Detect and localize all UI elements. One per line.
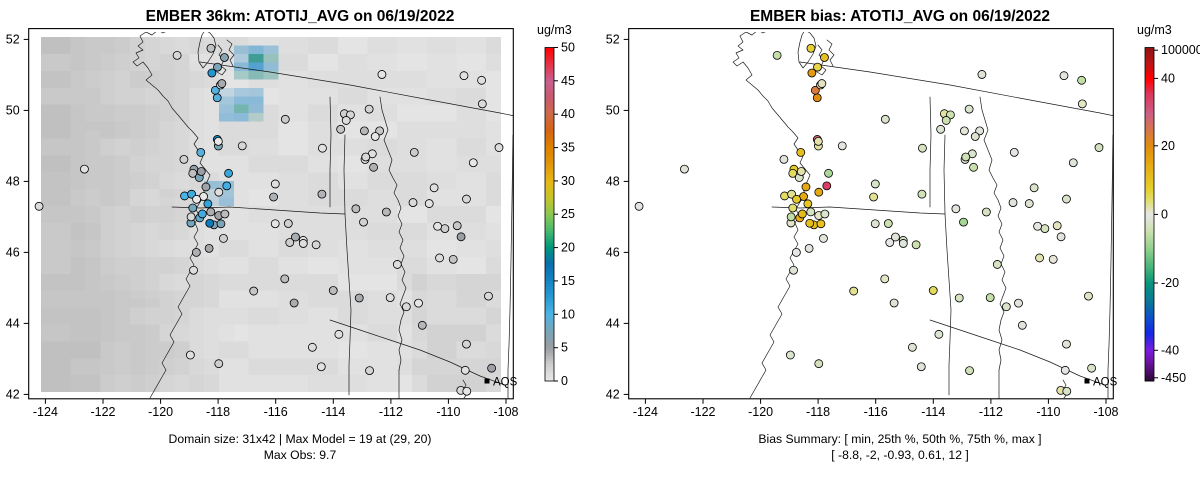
svg-text:ug/m3: ug/m3 — [537, 23, 572, 37]
svg-text:-110: -110 — [436, 405, 460, 419]
svg-text:50: 50 — [6, 103, 20, 117]
svg-text:-118: -118 — [806, 405, 830, 419]
svg-text:0: 0 — [561, 374, 568, 388]
svg-text:10: 10 — [561, 307, 575, 321]
svg-text:50: 50 — [561, 41, 575, 55]
svg-text:-122: -122 — [90, 405, 115, 419]
svg-text:52: 52 — [6, 32, 20, 46]
svg-text:46: 46 — [6, 245, 20, 259]
svg-text:48: 48 — [6, 174, 20, 188]
svg-text:30: 30 — [561, 174, 575, 188]
svg-text:-40: -40 — [1161, 343, 1179, 357]
svg-text:-112: -112 — [379, 405, 403, 419]
svg-text:ug/m3: ug/m3 — [1137, 23, 1172, 37]
svg-text:20: 20 — [561, 241, 575, 255]
svg-text:-20: -20 — [1161, 276, 1179, 290]
svg-text:-124: -124 — [633, 405, 658, 419]
svg-text:48: 48 — [606, 174, 620, 188]
svg-text:-118: -118 — [206, 405, 230, 419]
svg-text:AQS: AQS — [1093, 377, 1118, 389]
svg-text:20: 20 — [1161, 139, 1175, 153]
svg-text:100000: 100000 — [1161, 43, 1200, 57]
svg-text:-112: -112 — [979, 405, 1003, 419]
svg-text:0: 0 — [1161, 207, 1168, 221]
svg-text:-120: -120 — [748, 405, 773, 419]
svg-text:-122: -122 — [690, 405, 715, 419]
svg-text:44: 44 — [606, 316, 620, 330]
svg-text:-116: -116 — [264, 405, 288, 419]
svg-text:52: 52 — [606, 32, 620, 46]
svg-text:42: 42 — [6, 387, 20, 401]
svg-text:-450: -450 — [1161, 371, 1186, 385]
svg-text:25: 25 — [561, 207, 575, 221]
svg-text:-120: -120 — [148, 405, 173, 419]
svg-text:44: 44 — [6, 316, 20, 330]
svg-text:45: 45 — [561, 74, 575, 88]
svg-text:-114: -114 — [921, 405, 945, 419]
svg-text:-110: -110 — [1036, 405, 1060, 419]
svg-text:AQS: AQS — [493, 377, 518, 389]
svg-text:40: 40 — [1161, 71, 1175, 85]
svg-text:-114: -114 — [321, 405, 345, 419]
svg-text:-116: -116 — [864, 405, 888, 419]
svg-text:5: 5 — [561, 341, 568, 355]
svg-text:-108: -108 — [493, 405, 518, 419]
svg-text:42: 42 — [606, 387, 620, 401]
svg-text:-124: -124 — [33, 405, 58, 419]
svg-text:35: 35 — [561, 141, 575, 155]
svg-text:46: 46 — [606, 245, 620, 259]
svg-text:15: 15 — [561, 274, 575, 288]
svg-text:-108: -108 — [1093, 405, 1118, 419]
svg-text:40: 40 — [561, 107, 575, 121]
svg-text:50: 50 — [606, 103, 620, 117]
